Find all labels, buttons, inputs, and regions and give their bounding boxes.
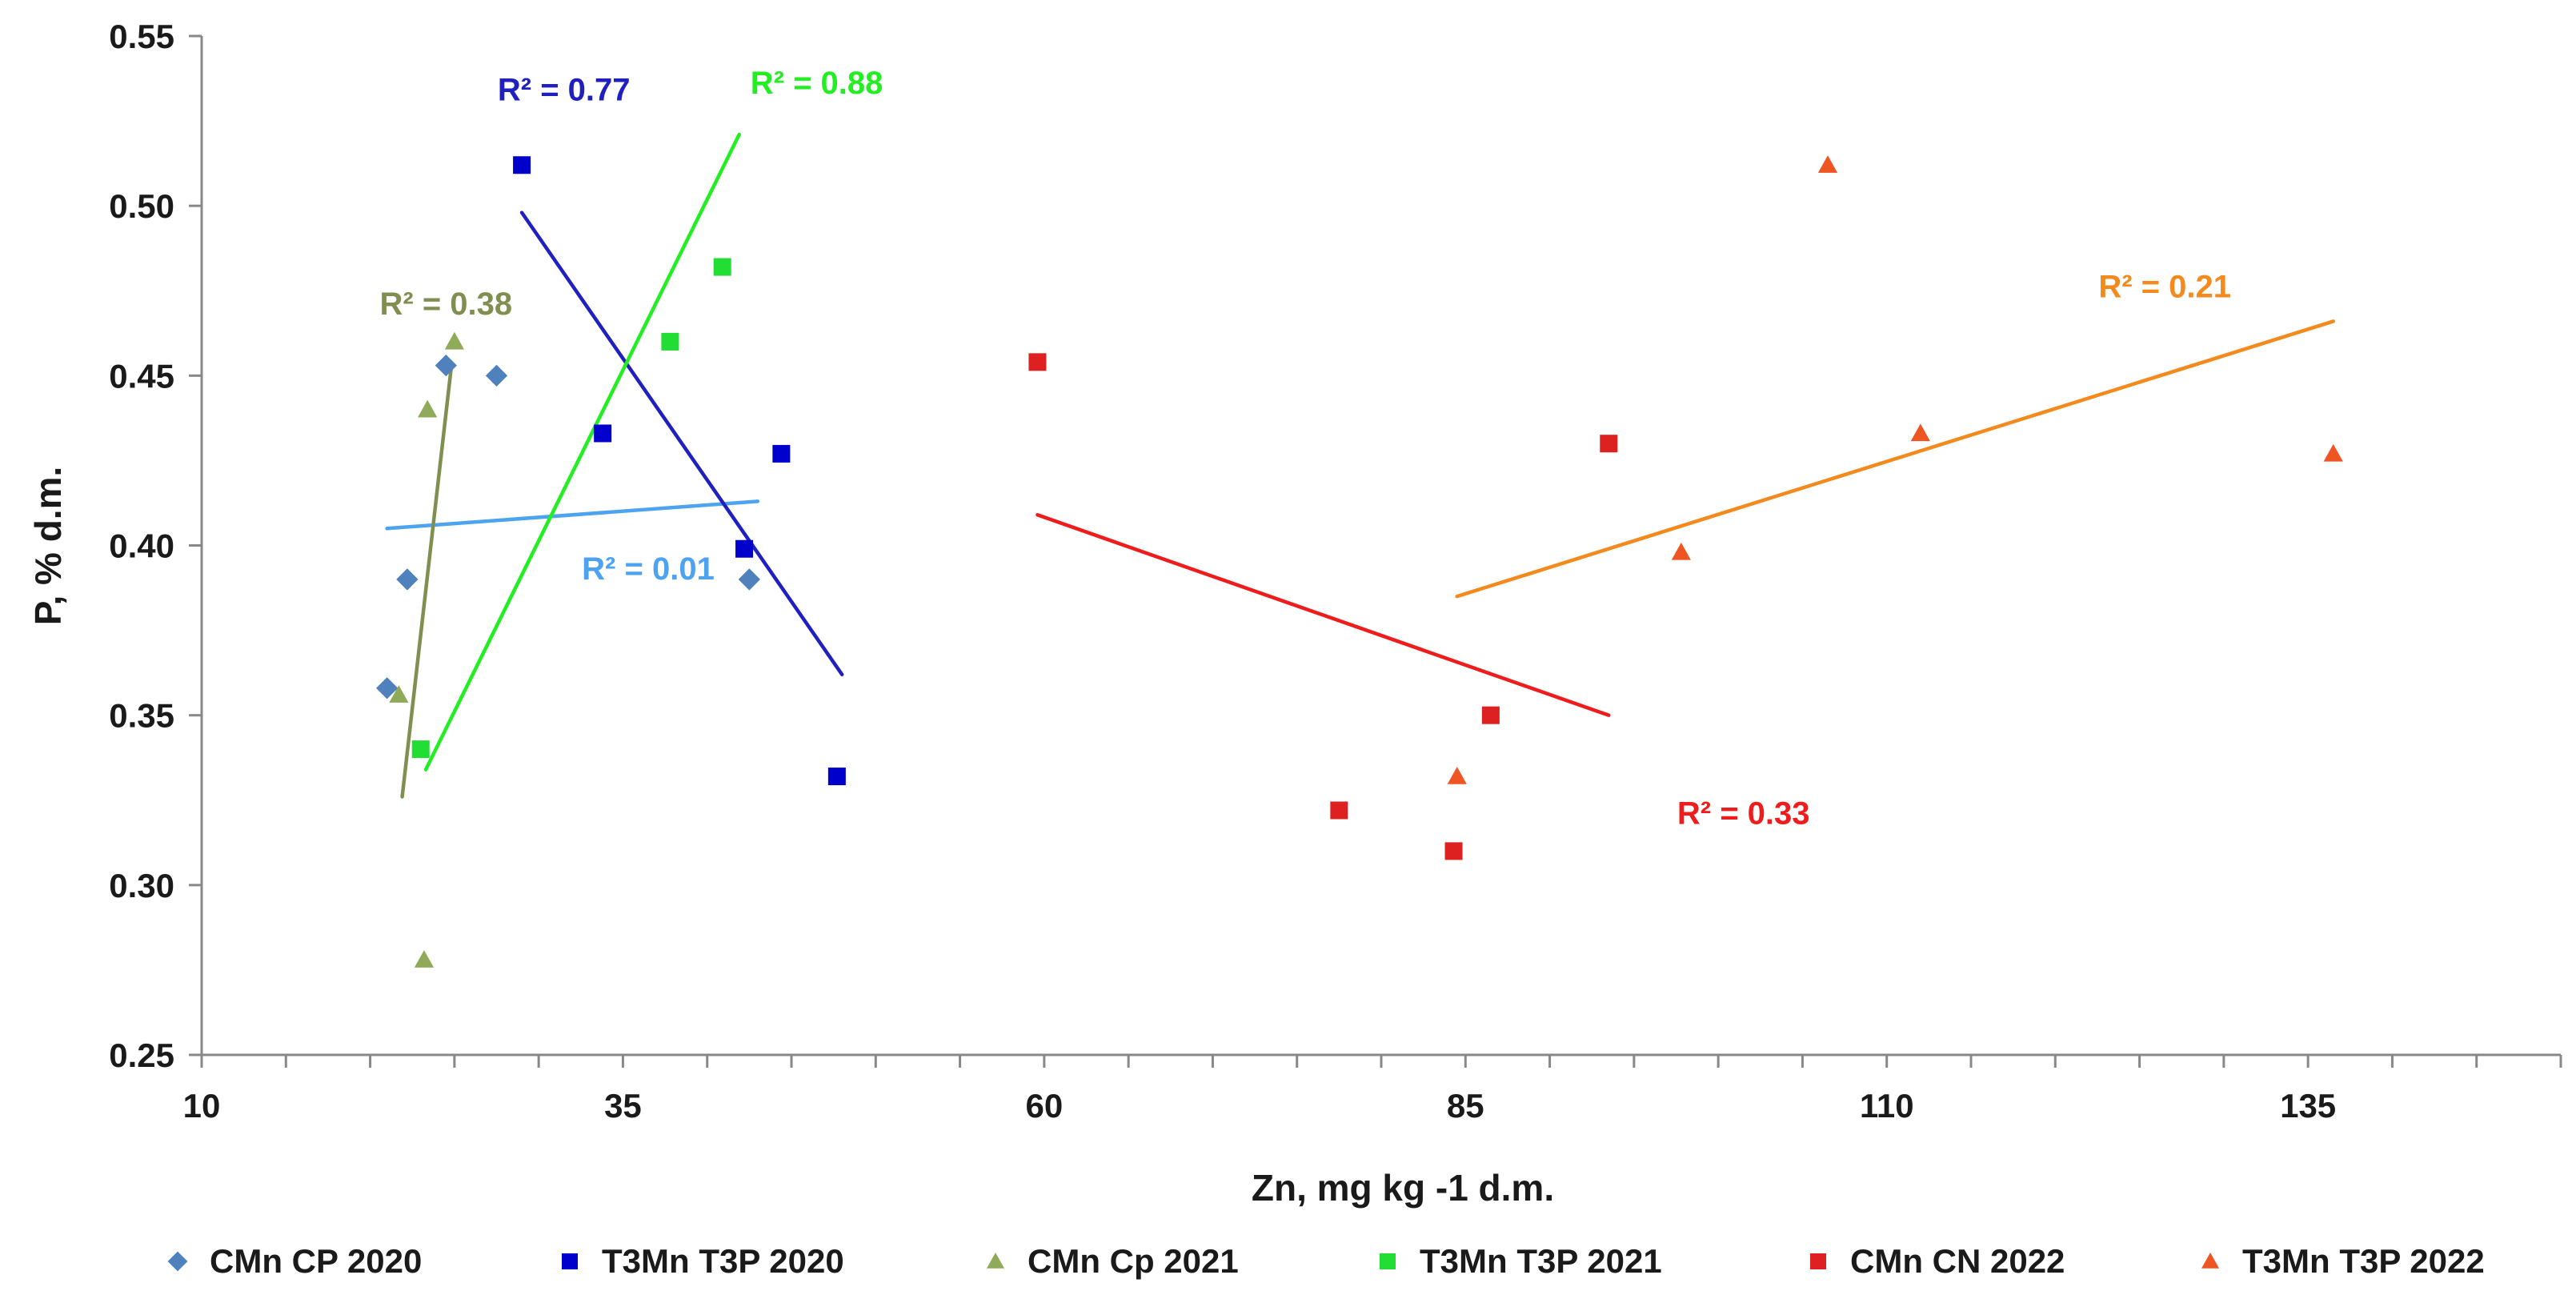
legend-label-4: T3Mn T3P 2021: [1420, 1242, 1662, 1280]
data-point-series-4: [661, 332, 679, 351]
data-point-series-2: [772, 444, 791, 463]
legend-label-6: T3Mn T3P 2022: [2242, 1242, 2485, 1280]
x-axis-title: Zn, mg kg -1 d.m.: [1252, 1167, 1554, 1209]
legend-label-2: T3Mn T3P 2020: [602, 1242, 844, 1280]
trendline-series-5: [1036, 513, 1611, 717]
r2-label-series-4: R² = 0.88: [751, 66, 883, 101]
data-point-series-5: [1330, 801, 1348, 820]
data-point-series-2: [513, 156, 531, 174]
trendline-series-6: [1455, 319, 2335, 599]
legend-label-3: CMn Cp 2021: [1028, 1242, 1239, 1280]
y-tick-label: 0.45: [109, 357, 174, 395]
y-tick-label: 0.50: [109, 187, 174, 225]
trendline-series-4: [423, 132, 741, 772]
x-tick-label: 110: [1860, 1087, 1914, 1125]
data-point-series-3: [418, 399, 438, 418]
legend-marker-4: [1380, 1253, 1396, 1269]
data-point-series-1: [435, 354, 457, 377]
legend-marker-2: [562, 1253, 578, 1269]
r2-label-series-2: R² = 0.77: [498, 73, 631, 108]
legend-label-1: CMn CP 2020: [210, 1242, 422, 1280]
x-tick-label: 60: [1025, 1087, 1063, 1125]
data-point-series-6: [1817, 155, 1838, 173]
data-point-series-5: [1028, 353, 1047, 371]
legend: CMn CP 2020 T3Mn T3P 2020 CMn Cp 2021 T3Mn …: [167, 1242, 2485, 1280]
data-point-series-1: [375, 677, 399, 700]
data-points: [375, 155, 2343, 968]
data-point-series-6: [1447, 766, 1467, 784]
data-point-series-6: [1671, 542, 1691, 560]
y-tick-label: 0.55: [109, 18, 174, 55]
data-point-series-4: [713, 258, 731, 276]
data-point-series-6: [2323, 443, 2343, 462]
y-tick-label: 0.30: [109, 867, 174, 904]
data-point-series-4: [411, 740, 430, 759]
legend-marker-1: [167, 1251, 188, 1272]
legend-label-5: CMn CN 2022: [1850, 1242, 2065, 1280]
r2-label-series-5: R² = 0.33: [1677, 796, 1810, 831]
data-point-series-1: [396, 568, 419, 591]
legend-marker-5: [1810, 1253, 1826, 1269]
axes: 0.25 0.30 0.35 0.40 0.45 0.50 0.55 10 35 60 85 110 1…: [27, 18, 2562, 1209]
trendline-series-2: [519, 210, 844, 676]
data-point-series-3: [444, 331, 464, 350]
data-point-series-6: [1910, 423, 1930, 442]
r2-labels: R² = 0.01 R² = 0.77 R² = 0.38 R² = 0.88 R² =…: [380, 66, 2231, 831]
legend-marker-6: [2201, 1253, 2219, 1269]
trendline-series-1: [385, 499, 760, 531]
data-point-series-5: [1481, 706, 1500, 724]
x-tick-label: 35: [604, 1087, 642, 1125]
x-tick-label: 10: [183, 1087, 221, 1125]
y-tick-label: 0.35: [109, 697, 174, 735]
trendlines: [385, 132, 2335, 799]
y-tick-label: 0.25: [109, 1036, 174, 1074]
x-tick-label: 135: [2280, 1087, 2336, 1125]
data-point-series-3: [414, 950, 435, 968]
r2-label-series-3: R² = 0.38: [380, 287, 513, 322]
r2-label-series-6: R² = 0.21: [2098, 270, 2231, 305]
x-tick-label: 85: [1447, 1087, 1484, 1125]
data-point-series-3: [389, 685, 409, 703]
data-point-series-5: [1600, 435, 1618, 453]
y-tick-label: 0.40: [109, 527, 174, 565]
legend-marker-3: [987, 1253, 1004, 1269]
trendline-series-3: [400, 367, 453, 799]
data-point-series-1: [738, 568, 760, 591]
y-axis-title: P, % d.m.: [27, 467, 69, 626]
data-point-series-2: [594, 424, 612, 443]
r2-label-series-1: R² = 0.01: [582, 551, 715, 587]
data-point-series-2: [735, 539, 754, 558]
data-point-series-5: [1444, 842, 1463, 860]
data-point-series-1: [485, 364, 508, 387]
data-point-series-2: [827, 768, 846, 786]
